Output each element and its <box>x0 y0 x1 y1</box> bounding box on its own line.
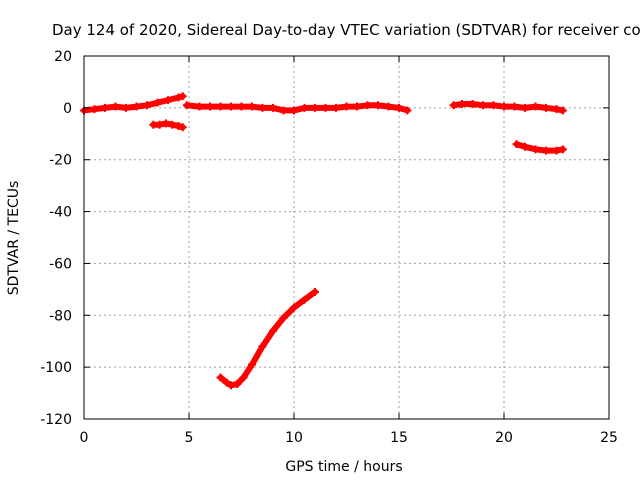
x-tick-label: 15 <box>390 430 408 446</box>
y-tick-label: 0 <box>63 101 72 117</box>
data-point <box>248 360 256 369</box>
data-point <box>512 140 521 149</box>
data-point <box>227 381 235 390</box>
series-seg-1 <box>80 92 187 115</box>
data-point <box>542 146 550 155</box>
data-point <box>552 146 561 155</box>
data-point <box>90 105 99 114</box>
data-point <box>353 102 361 111</box>
series-seg-5 <box>449 99 567 115</box>
y-tick-label: -60 <box>49 256 72 272</box>
chart-title: Day 124 of 2020, Sidereal Day-to-day VTE… <box>52 21 640 39</box>
series-trace <box>217 288 318 389</box>
data-point <box>195 102 204 111</box>
data-point <box>521 142 529 151</box>
data-point <box>332 103 340 112</box>
data-point <box>258 342 267 351</box>
data-point <box>489 101 498 110</box>
data-point <box>206 102 214 111</box>
data-point <box>155 120 164 129</box>
data-point <box>216 102 225 111</box>
y-tick-label: -20 <box>49 153 72 169</box>
data-point <box>161 119 170 128</box>
data-point <box>342 102 351 111</box>
data-point <box>269 103 277 112</box>
data-point <box>321 103 330 112</box>
data-point <box>222 378 231 387</box>
data-point <box>311 103 319 112</box>
data-point <box>311 287 319 296</box>
data-point <box>279 313 288 322</box>
data-point <box>458 99 466 108</box>
data-point <box>143 101 151 110</box>
tick-layer: 0 5 10 15 20 25 20 0 -20 -40 -60 -80 -100 -120 <box>40 49 618 446</box>
x-tick-label: 0 <box>80 430 89 446</box>
y-tick-label: -120 <box>40 412 72 428</box>
data-point <box>178 92 187 101</box>
data-point <box>239 373 248 382</box>
x-tick-label: 25 <box>600 430 618 446</box>
data-point <box>258 103 267 112</box>
data-point <box>227 102 235 111</box>
data-point <box>395 103 403 112</box>
data-point <box>521 103 529 112</box>
data-point <box>174 93 183 102</box>
x-tick-label: 5 <box>185 430 194 446</box>
data-point <box>153 98 162 107</box>
data-point <box>101 103 109 112</box>
series-seg-4 <box>216 287 319 390</box>
data-point <box>290 303 298 312</box>
y-tick-label: -40 <box>49 205 72 221</box>
data-point <box>279 106 288 115</box>
data-point <box>552 105 561 114</box>
y-tick-label: -100 <box>40 360 72 376</box>
data-point <box>111 102 120 111</box>
data-point <box>542 103 550 112</box>
data-point <box>531 102 540 111</box>
y-axis-label: SDTVAR / TECUs <box>6 181 22 296</box>
data-point <box>510 102 519 111</box>
data-point <box>174 122 183 131</box>
data-point <box>216 373 225 382</box>
data-point <box>237 102 246 111</box>
series-trace <box>183 102 411 114</box>
data-point <box>168 120 177 129</box>
data-point <box>122 103 130 112</box>
data-point <box>449 101 458 110</box>
y-tick-label: -80 <box>49 308 72 324</box>
x-axis-label: GPS time / hours <box>285 459 402 475</box>
series-layer <box>80 92 567 390</box>
data-point <box>468 99 477 108</box>
series-seg-2 <box>149 119 187 132</box>
y-tick-label: 20 <box>54 49 72 65</box>
data-point <box>178 123 187 132</box>
plot-frame <box>83 55 610 420</box>
data-point <box>300 103 309 112</box>
data-point <box>558 145 567 154</box>
data-point <box>182 101 191 110</box>
data-point <box>531 145 540 154</box>
data-point <box>479 101 487 110</box>
series-seg-3 <box>182 101 412 115</box>
data-point <box>300 295 309 304</box>
data-point <box>290 106 298 115</box>
grid-layer <box>84 56 609 419</box>
data-point <box>132 102 141 111</box>
series-seg-6 <box>512 140 567 155</box>
data-point <box>164 96 172 105</box>
x-tick-label: 20 <box>495 430 513 446</box>
data-point <box>374 101 382 110</box>
data-point <box>248 102 256 111</box>
data-point <box>500 102 508 111</box>
data-point <box>363 101 372 110</box>
data-point <box>233 379 242 388</box>
data-point <box>269 326 277 335</box>
x-tick-label: 10 <box>285 430 303 446</box>
data-point <box>558 106 567 115</box>
data-point <box>403 106 412 115</box>
data-point <box>384 102 393 111</box>
